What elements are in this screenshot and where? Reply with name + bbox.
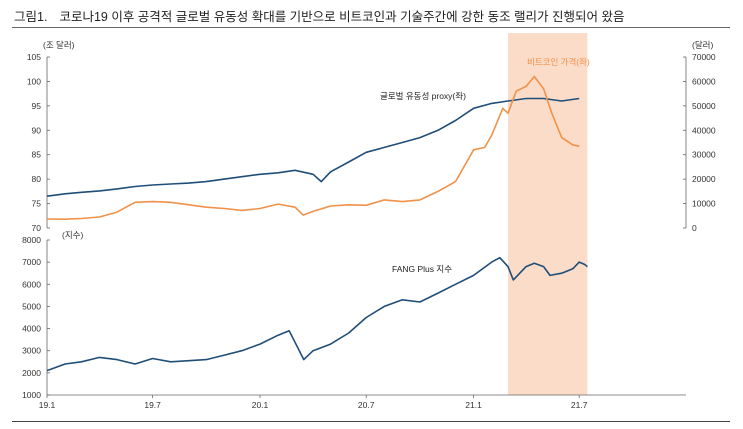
top-left-tick-label: 75 — [32, 199, 42, 209]
bottom-tick-label: 4000 — [22, 324, 41, 334]
top-right-tick-label: 60000 — [692, 76, 716, 86]
top-left-tick-label: 105 — [27, 52, 41, 62]
fang-annotation: FANG Plus 지수 — [392, 264, 452, 274]
figure-title-text: 코로나19 이후 공격적 글로벌 유동성 확대를 기반으로 비트코인과 기술주간… — [59, 10, 625, 24]
top-right-tick-label: 30000 — [692, 150, 716, 160]
top-left-tick-label: 95 — [32, 101, 42, 111]
bitcoin-price-line — [46, 75, 580, 220]
bottom-tick-label: 7000 — [22, 257, 41, 267]
x-tick-label: 21.7 — [571, 400, 588, 410]
top-right-tick-label: 10000 — [692, 199, 716, 209]
liquidity-proxy-line — [46, 97, 580, 197]
x-tick-label: 19.1 — [39, 400, 56, 410]
x-tick-label: 20.7 — [358, 400, 375, 410]
x-tick-label: 21.1 — [465, 400, 482, 410]
top-right-tick-label: 20000 — [692, 174, 716, 184]
top-left-tick-label: 100 — [27, 76, 41, 86]
figure-number: 그림1. — [14, 10, 48, 24]
bottom-tick-label: 3000 — [22, 346, 41, 356]
top-right-tick-label: 40000 — [692, 125, 716, 135]
bitcoin-annotation: 비트코인 가격(좌) — [527, 57, 590, 67]
top-right-tick-label: 70000 — [692, 52, 716, 62]
bottom-tick-label: 2000 — [22, 368, 41, 378]
top-left-tick-label: 70 — [32, 223, 42, 233]
fang-plus-line — [46, 256, 588, 372]
top-left-unit: (조 달러) — [43, 40, 75, 50]
bottom-tick-label: 1000 — [22, 390, 41, 400]
top-right-unit: (달러) — [692, 40, 713, 50]
top-right-tick-label: 0 — [692, 223, 697, 233]
x-tick-label: 20.1 — [252, 400, 269, 410]
figure-title: 그림1. 코로나19 이후 공격적 글로벌 유동성 확대를 기반으로 비트코인과 … — [14, 6, 625, 25]
top-left-tick-label: 85 — [32, 150, 42, 160]
x-tick-label: 19.7 — [144, 400, 161, 410]
bottom-tick-label: 5000 — [22, 301, 41, 311]
top-left-tick-label: 80 — [32, 174, 42, 184]
bottom-tick-label: 6000 — [22, 279, 41, 289]
bottom-left-unit: (지수) — [62, 230, 83, 240]
top-left-tick-label: 90 — [32, 125, 42, 135]
footer-divider — [12, 421, 730, 422]
highlight-band — [508, 33, 588, 395]
top-right-tick-label: 50000 — [692, 101, 716, 111]
bottom-tick-label: 8000 — [22, 235, 41, 245]
liquidity-annotation: 글로벌 유동성 proxy(좌) — [380, 91, 466, 101]
title-divider — [12, 27, 730, 28]
